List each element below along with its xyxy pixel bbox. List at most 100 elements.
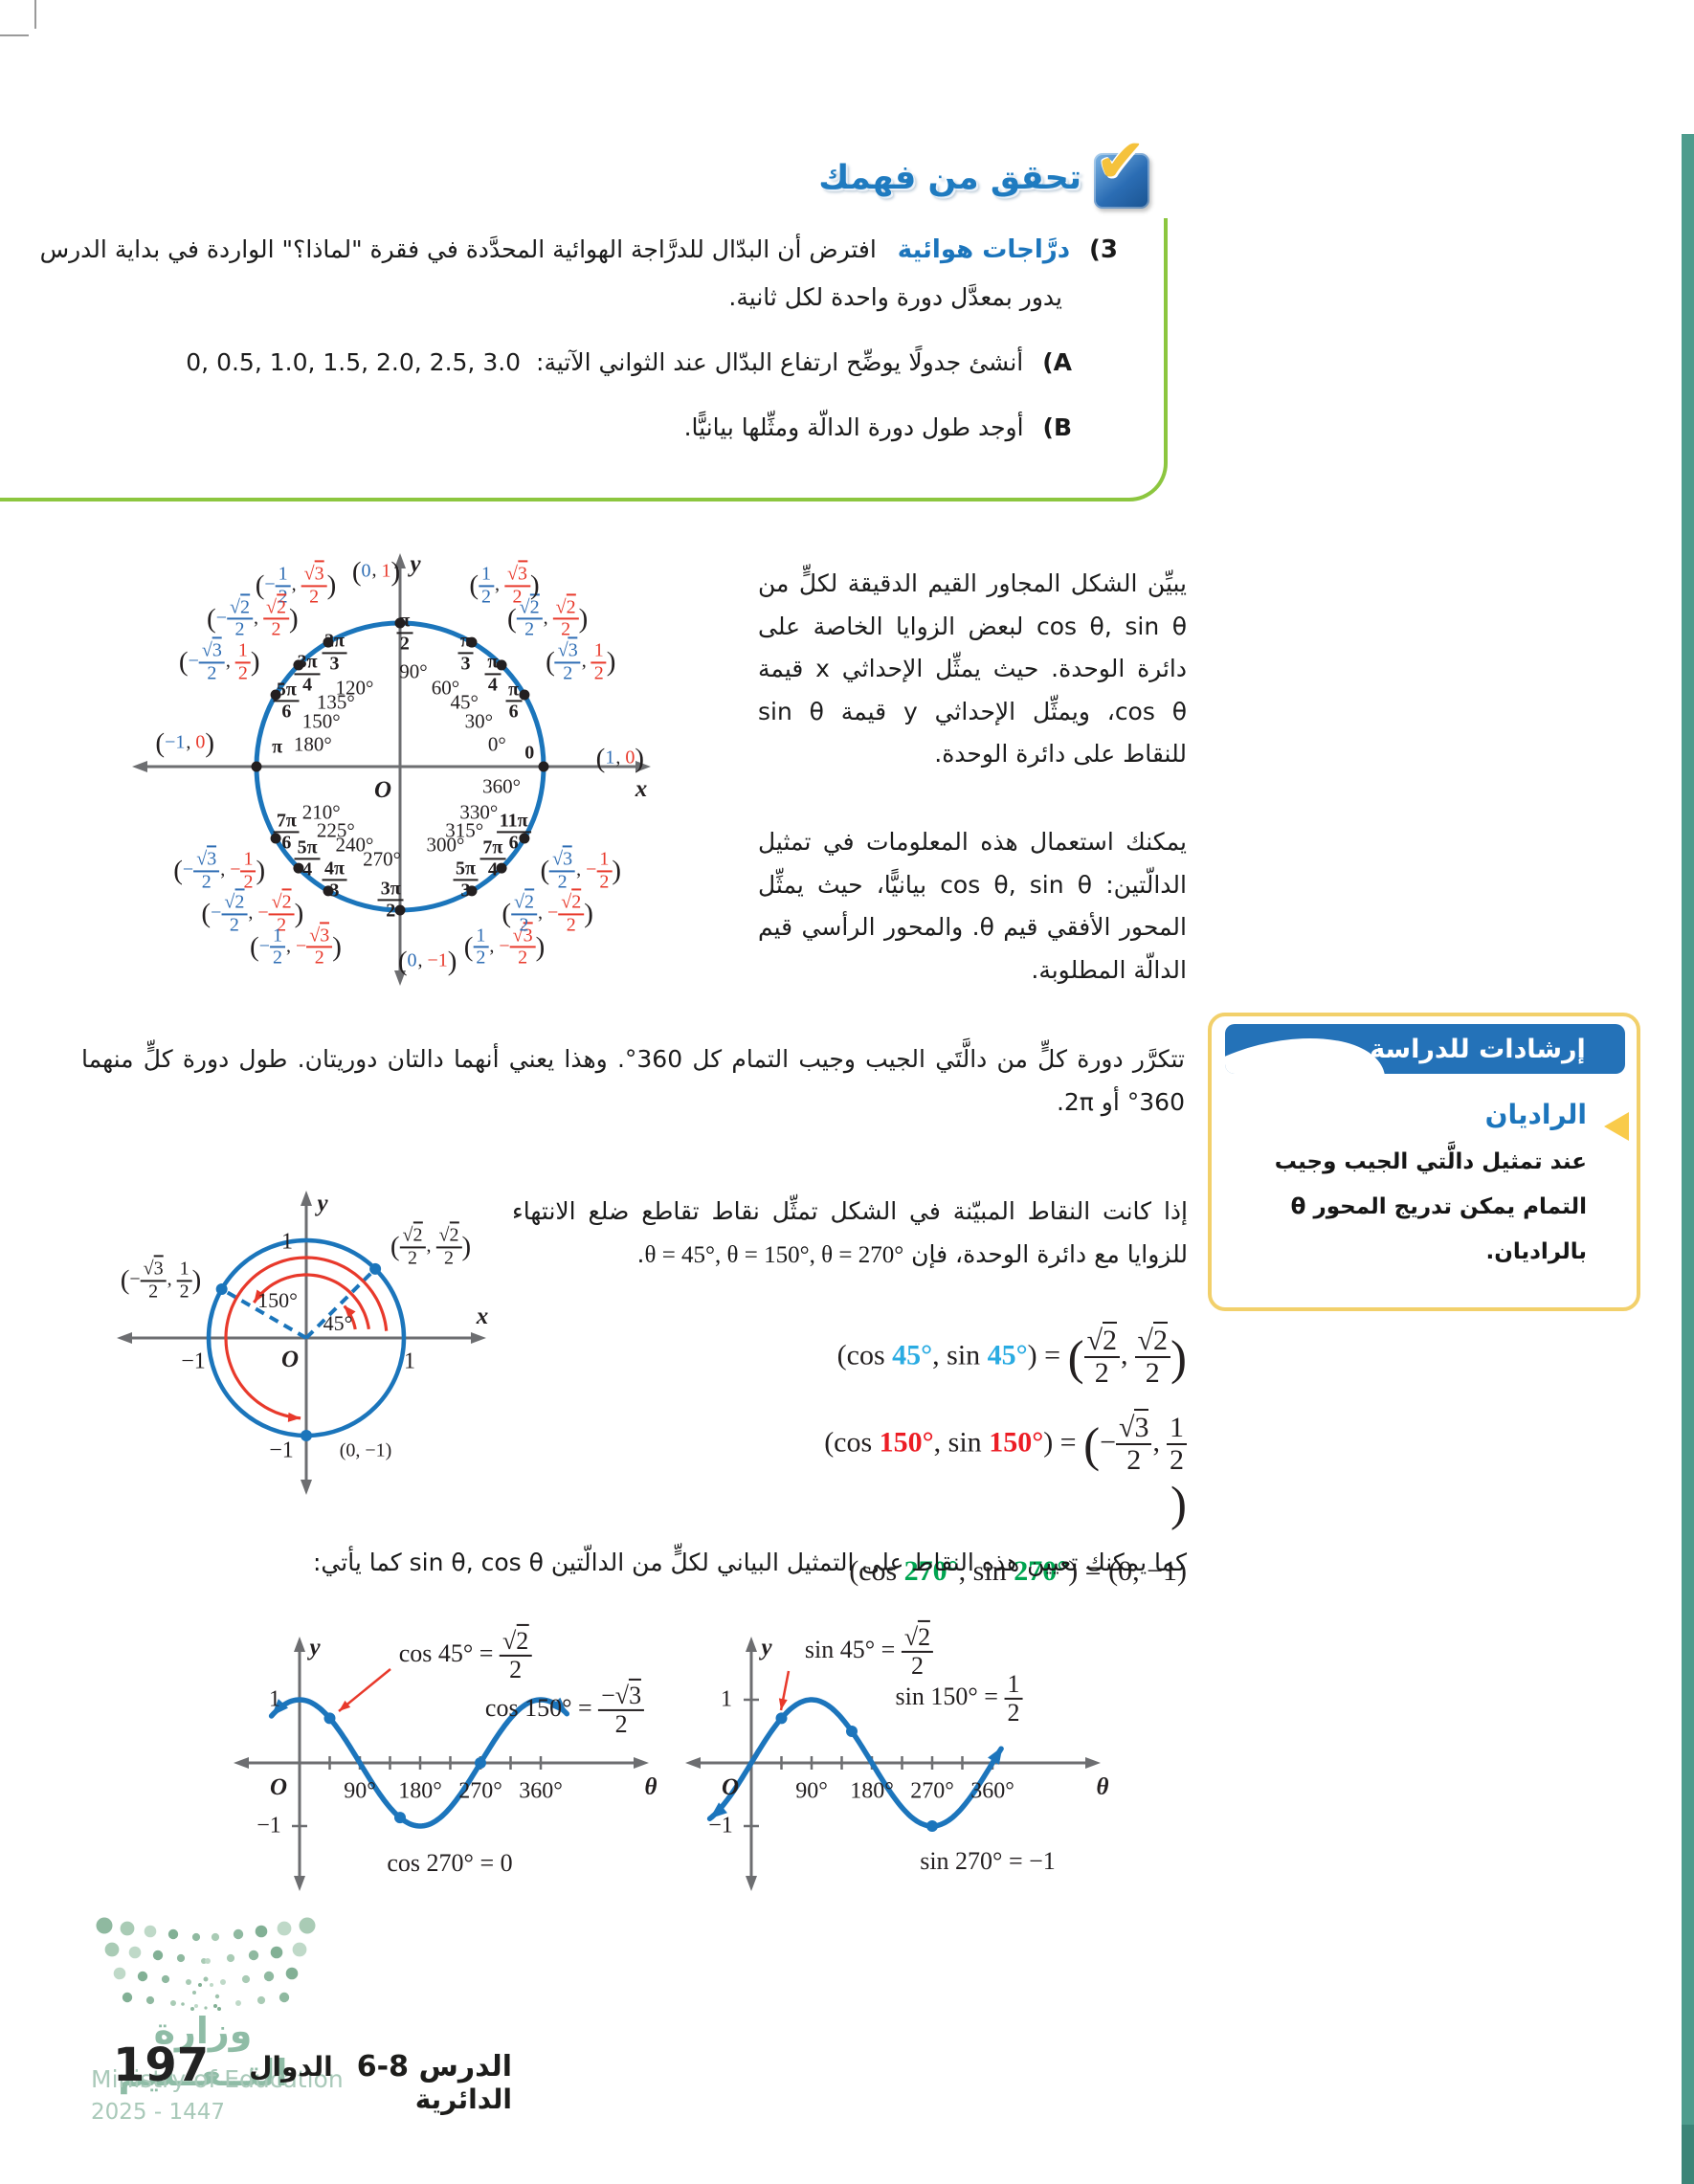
big-unit-circle-graphic — [132, 553, 651, 986]
marked-point-dot — [775, 1712, 788, 1725]
degree-label: 60° — [431, 676, 460, 700]
coordinate-label: (√3 2, 1 2) — [546, 636, 615, 683]
coordinate-label: (−1, 0) — [155, 727, 215, 759]
angle-arc — [252, 1273, 370, 1330]
angle-arc — [224, 1256, 389, 1420]
degree-label-360: 360° — [482, 774, 521, 798]
x-tick-label: 90° — [344, 1778, 376, 1804]
problem-line-1: 3) درَّاجات هوائية افترض أن البدّال للدر… — [40, 233, 1118, 269]
problem-block: 3) درَّاجات هوائية افترض أن البدّال للدر… — [40, 233, 1118, 445]
small-unit-circle-figure: y x O 1 1 −1 −1 45° 150° (√2 2, √2 2) (− √3 2, 1 2) (0, … — [105, 1173, 517, 1510]
marked-point-dot — [323, 1712, 336, 1725]
equation: (cos 270°, sin 270°) = (0, −1) — [849, 1554, 1187, 1587]
radian-label: 3π 2 — [377, 878, 404, 922]
problem-line-2: يدور بمعدَّل دورة واحدة لكل ثانية. — [728, 282, 1062, 311]
arrowhead — [394, 553, 406, 568]
graph-intro-paragraph: كما يمكنك تعيين هذه النقاط على التمثيل ا… — [312, 1549, 1187, 1576]
ministry-name-arabic: وزارة التــعــليم — [118, 2010, 288, 2094]
arrowhead — [394, 970, 406, 986]
origin-label: O — [280, 1347, 300, 1372]
page-edge-strip-bottom — [1682, 2125, 1694, 2184]
arrowhead — [294, 1637, 305, 1652]
marked-point-dot — [475, 1757, 486, 1769]
equation: (cos 150°, sin 150°) = (− √3 2, 1 2) — [809, 1408, 1187, 1532]
circle-point-dot — [323, 636, 334, 648]
angle-label: 150° — [257, 1288, 298, 1312]
equation: (cos 45°, sin 45°) = (√2 2, √2 2) — [809, 1322, 1187, 1390]
origin-label: O — [373, 777, 392, 803]
y-axis-label: y — [410, 551, 421, 577]
tick-label-top: 1 — [281, 1229, 293, 1255]
x-tick-label: 270° — [458, 1778, 502, 1804]
degree-label: 30° — [464, 709, 493, 732]
origin-label: O — [721, 1774, 740, 1800]
page-edge-strip — [1682, 134, 1694, 2184]
intro-paragraph-2: يمكنك استعمال هذه المعلومات في تمثيل الد… — [758, 828, 1187, 984]
x-axis-label: x — [635, 776, 648, 802]
problem-item-b: B) أوجد طول دورة الدالّة ومثِّلها بيانيً… — [96, 411, 1118, 445]
arrowhead — [117, 1332, 132, 1344]
degree-label: 180° — [293, 732, 332, 756]
sin-graph-svg — [685, 1637, 1101, 1891]
degree-label: 315° — [445, 818, 484, 842]
arrowhead — [344, 1304, 356, 1318]
period-paragraph: تتكرَّر دورة كلٍّ من دالَّتَي الجيب وجيب… — [81, 1045, 1186, 1116]
circle-point-dot — [323, 885, 334, 897]
circle-point-dot — [519, 833, 530, 844]
study-tip-header-label: إرشادات للدراسة — [1370, 1034, 1586, 1064]
item-b-text: أوجد طول دورة الدالّة ومثِّلها بيانيًّا. — [683, 413, 1024, 442]
section-border — [0, 218, 1168, 501]
checkmark-icon: ✔ — [1094, 126, 1149, 209]
arrowhead — [550, 1697, 568, 1715]
x-axis-label: θ — [644, 1774, 658, 1800]
circle-point-dot — [496, 659, 507, 671]
graph-annotation: cos 150° = −√3 2 — [485, 1678, 645, 1738]
ministry-logo — [91, 1912, 321, 2017]
circle-point-dot — [301, 1430, 312, 1441]
origin-label: O — [269, 1774, 288, 1800]
tick-label-right: 1 — [404, 1348, 415, 1374]
graph-annotation: sin 45° = √2 2 — [805, 1619, 934, 1680]
coordinate-label: (√3 2, −1 2) — [540, 845, 621, 892]
arrowhead — [709, 1802, 727, 1819]
marked-point-dot — [846, 1726, 858, 1737]
y-tick-label: 1 — [721, 1686, 732, 1712]
arrowhead — [988, 1746, 1003, 1765]
radian-label: 5π 3 — [453, 858, 479, 902]
item-b-number: B) — [1042, 413, 1073, 442]
arrowhead — [746, 1637, 757, 1652]
marked-point-dot — [394, 1812, 406, 1824]
coordinate-label: (0, −1) — [339, 1439, 392, 1461]
crop-mark-vertical — [34, 0, 36, 29]
circle-point-dot — [466, 636, 478, 648]
problem-number: 3) — [1089, 235, 1118, 264]
section-title: تحقق من فهمك — [818, 159, 1081, 197]
arrowhead — [234, 1757, 249, 1769]
arrowhead — [254, 1289, 265, 1304]
degree-label: 45° — [450, 690, 479, 714]
coordinate-label: (1, 0) — [595, 743, 645, 774]
circle-point-dot — [496, 862, 507, 874]
degree-label: 120° — [335, 676, 374, 700]
radian-label: 2π 3 — [322, 631, 347, 675]
arrowhead — [301, 1191, 312, 1206]
small-unit-circle-graphic — [117, 1191, 486, 1495]
arrowhead — [1085, 1757, 1101, 1769]
y-tick-label: −1 — [708, 1813, 733, 1839]
arrowhead — [132, 761, 147, 772]
arrowhead — [294, 1876, 305, 1891]
x-tick-label: 360° — [519, 1778, 563, 1804]
arrowhead — [471, 1332, 486, 1344]
y-tick-label: 1 — [269, 1686, 280, 1712]
coordinate-label: (− 1 2, − √3 2) — [250, 922, 342, 969]
circle-point-dot — [270, 689, 281, 701]
points-period: . — [636, 1240, 645, 1268]
tick-label-bottom: −1 — [269, 1437, 294, 1463]
circle-point-dot — [251, 761, 262, 772]
item-a-text: أنشئ جدولًا يوضِّح ارتفاع البدّال عند ال… — [536, 347, 1024, 376]
coordinate-label: (− √2 2, √2 2) — [207, 593, 299, 640]
degree-label: 225° — [316, 818, 355, 842]
y-axis-label: y — [761, 1635, 772, 1660]
coordinate-label: (1 2, − √3 2) — [464, 922, 545, 969]
